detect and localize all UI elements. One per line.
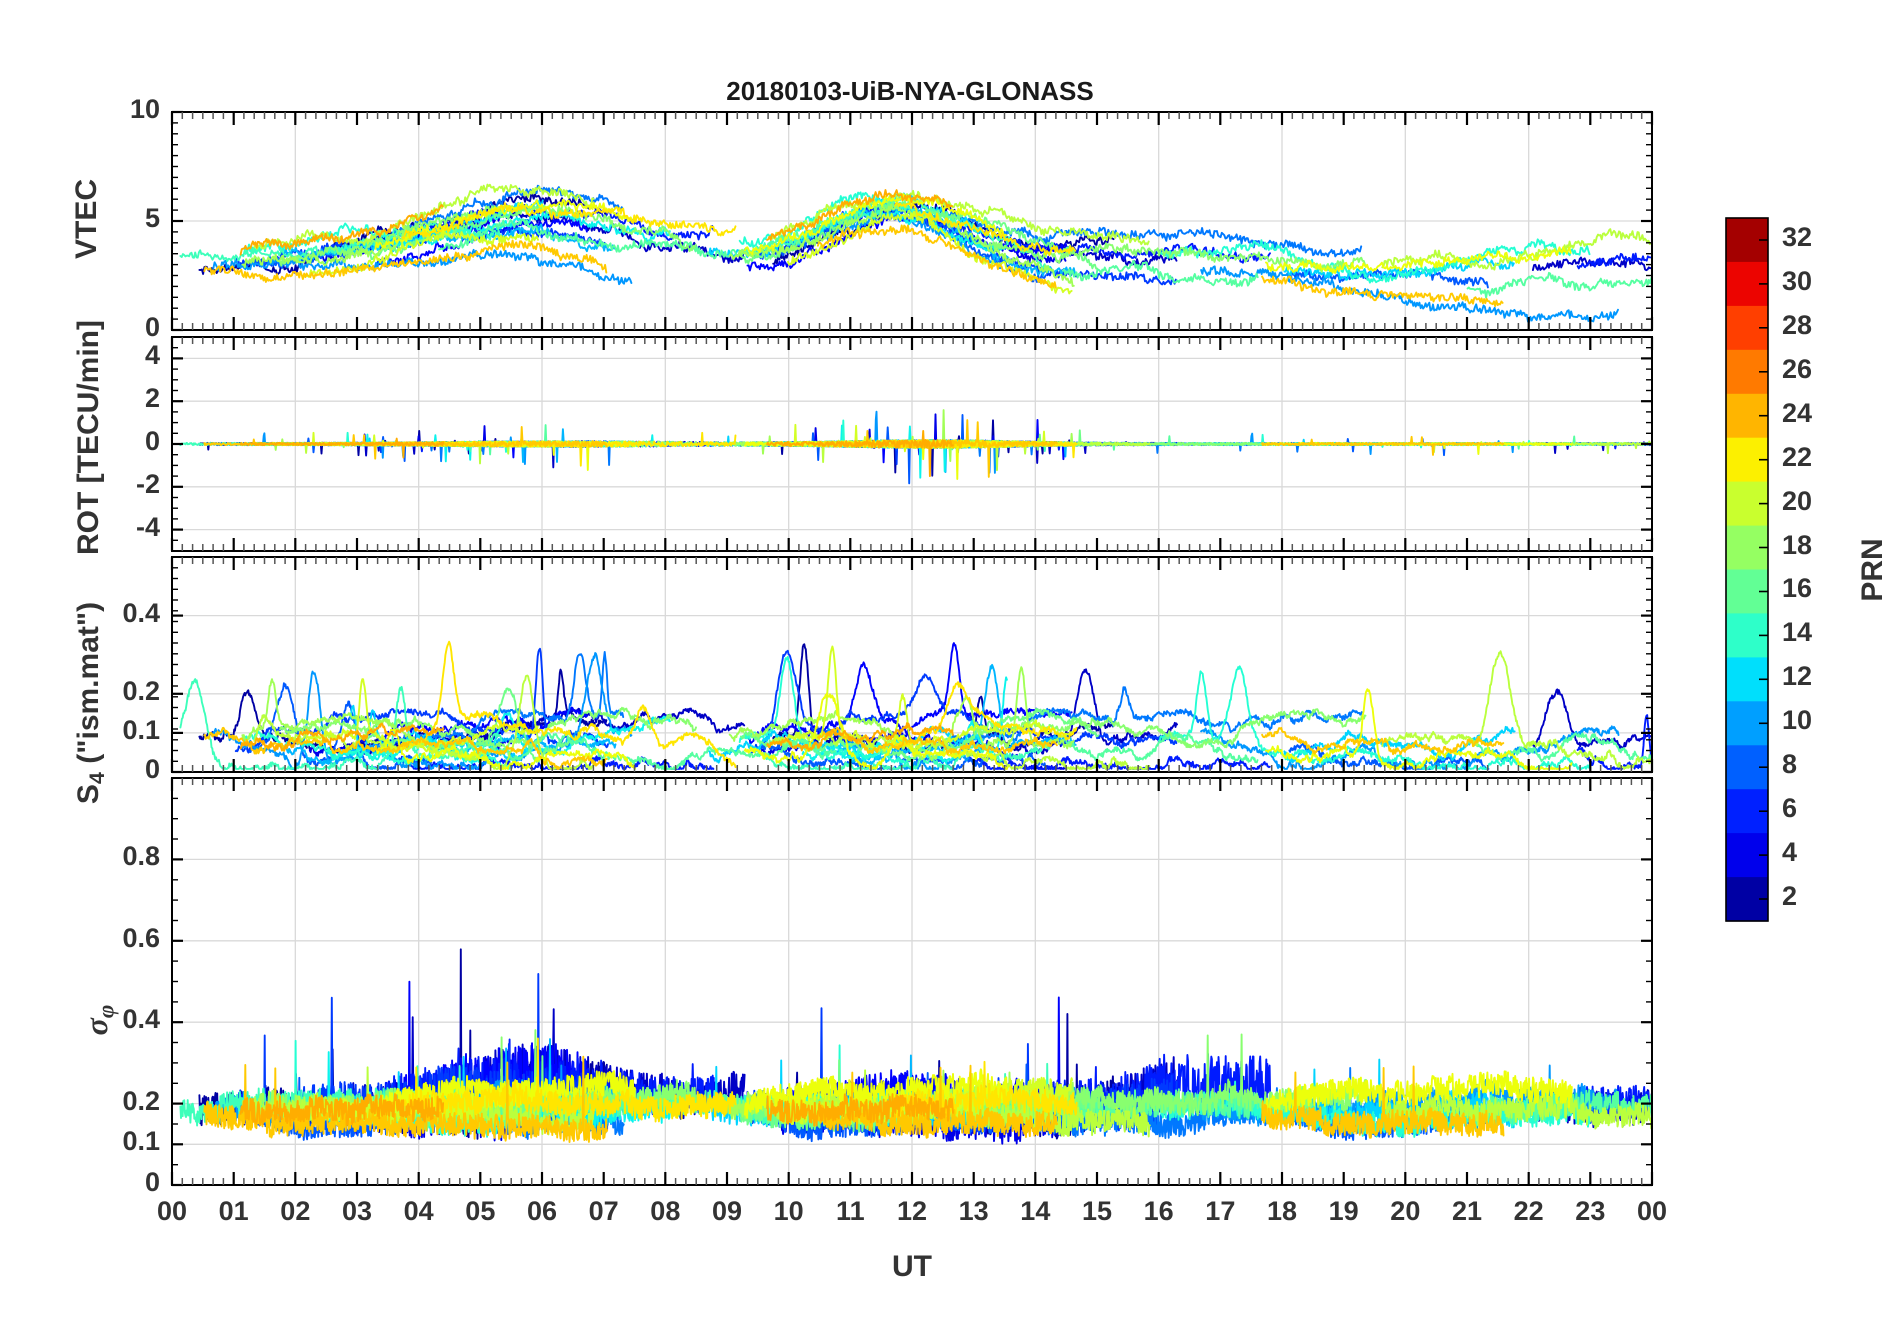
ytick-label-sigma_phi-2: 0.4 <box>122 1004 160 1035</box>
yaxis-title-s4: S4 ("ism.mat") <box>72 601 110 805</box>
ytick-label-s4-2: 0.1 <box>122 714 160 745</box>
xtick-label-7: 07 <box>588 1196 619 1226</box>
panel-vtec <box>170 110 1654 332</box>
xtick-label-14: 14 <box>1020 1196 1051 1226</box>
chart-title: 20180103-UiB-NYA-GLONASS <box>726 76 1094 106</box>
colorbar-tick-label-3: 26 <box>1782 353 1813 384</box>
ytick-label-s4-3: 0 <box>144 754 160 784</box>
colorbar-tick-label-8: 16 <box>1782 573 1813 604</box>
colorbar <box>1725 217 1769 922</box>
xtick-label-11: 11 <box>836 1196 865 1226</box>
xtick-label-0: 00 <box>156 1196 188 1226</box>
ytick-label-rot-1: 2 <box>144 383 160 414</box>
ytick-label-sigma_phi-0: 0.8 <box>122 841 160 872</box>
colorbar-tick-label-14: 4 <box>1782 837 1798 868</box>
colorbar-title: PRN <box>1856 538 1889 602</box>
xaxis-title: UT <box>892 1250 932 1283</box>
yaxis-title-vtec: VTEC <box>70 179 103 260</box>
ytick-label-sigma_phi-4: 0.1 <box>122 1126 160 1157</box>
xtick-label-21: 21 <box>1451 1196 1483 1226</box>
xtick-label-22: 22 <box>1513 1196 1544 1226</box>
ytick-label-rot-0: 4 <box>144 340 160 371</box>
colorbar-tick-label-7: 18 <box>1782 529 1813 560</box>
yaxis-title-sigma-phi: σφ <box>78 1004 119 1036</box>
panel-rot <box>170 336 1654 552</box>
xtick-label-15: 15 <box>1081 1196 1113 1226</box>
ytick-label-rot-2: 0 <box>144 426 160 456</box>
ytick-label-rot-3: -2 <box>135 468 160 499</box>
panel-sigma_phi <box>170 777 1654 1187</box>
ytick-label-vtec-0: 10 <box>129 94 160 124</box>
xtick-label-9: 09 <box>711 1196 743 1226</box>
xtick-label-8: 08 <box>650 1196 681 1226</box>
ytick-label-sigma_phi-3: 0.2 <box>122 1085 160 1116</box>
xtick-label-6: 06 <box>526 1196 558 1226</box>
xtick-label-16: 16 <box>1143 1196 1174 1226</box>
xtick-label-20: 20 <box>1390 1196 1421 1226</box>
xtick-label-4: 04 <box>403 1196 434 1226</box>
ytick-label-s4-1: 0.2 <box>122 675 160 706</box>
xtick-label-19: 19 <box>1328 1196 1359 1226</box>
colorbar-tick-label-15: 2 <box>1782 881 1798 912</box>
xtick-label-24: 00 <box>1636 1196 1668 1226</box>
ytick-label-s4-0: 0.4 <box>122 597 160 628</box>
xtick-label-2: 02 <box>280 1196 311 1226</box>
ytick-label-vtec-1: 5 <box>144 203 160 233</box>
colorbar-tick-label-1: 30 <box>1782 265 1813 296</box>
panel-s4 <box>170 556 1654 774</box>
xtick-label-1: 01 <box>218 1196 249 1226</box>
xtick-label-23: 23 <box>1575 1196 1606 1226</box>
xtick-label-13: 13 <box>958 1196 989 1226</box>
colorbar-tick-label-10: 12 <box>1782 661 1813 692</box>
colorbar-tick-label-12: 8 <box>1782 749 1798 780</box>
ytick-label-sigma_phi-5: 0 <box>144 1167 160 1197</box>
xtick-label-3: 03 <box>341 1196 373 1226</box>
ytick-label-rot-4: -4 <box>135 511 160 542</box>
xtick-label-17: 17 <box>1205 1196 1236 1226</box>
colorbar-tick-label-2: 28 <box>1782 309 1813 340</box>
xtick-label-5: 05 <box>465 1196 496 1226</box>
xtick-label-18: 18 <box>1266 1196 1298 1226</box>
colorbar-tick-label-4: 24 <box>1782 397 1813 428</box>
yaxis-title-rot: ROT [TECU/min] <box>72 320 105 555</box>
xtick-label-12: 12 <box>896 1196 928 1226</box>
colorbar-tick-label-5: 22 <box>1782 441 1813 472</box>
colorbar-tick-label-13: 6 <box>1782 793 1798 824</box>
colorbar-tick-label-0: 32 <box>1782 221 1813 252</box>
ytick-label-vtec-2: 0 <box>144 312 160 342</box>
colorbar-tick-label-11: 10 <box>1782 705 1813 736</box>
colorbar-tick-label-9: 14 <box>1782 617 1813 648</box>
xtick-label-10: 10 <box>773 1196 804 1226</box>
colorbar-tick-label-6: 20 <box>1782 485 1813 516</box>
ytick-label-sigma_phi-1: 0.6 <box>122 922 160 953</box>
